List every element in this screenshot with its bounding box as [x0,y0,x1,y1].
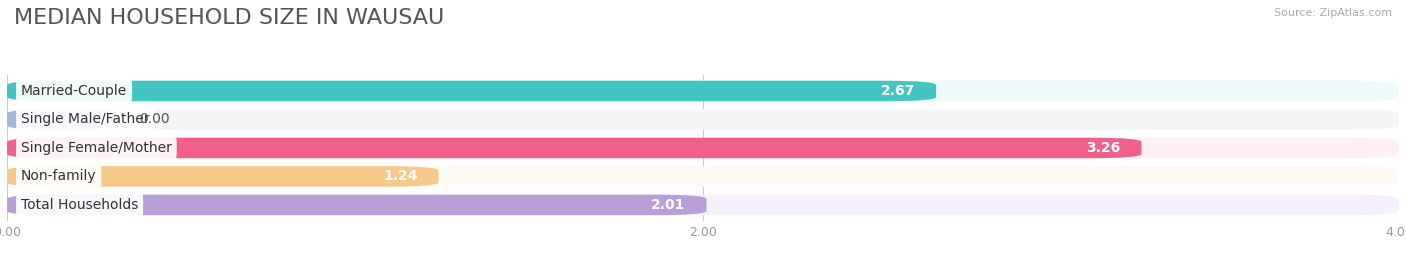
Text: MEDIAN HOUSEHOLD SIZE IN WAUSAU: MEDIAN HOUSEHOLD SIZE IN WAUSAU [14,8,444,28]
FancyBboxPatch shape [7,195,1399,215]
Text: Single Male/Father: Single Male/Father [21,112,149,126]
Text: 1.24: 1.24 [384,169,418,183]
FancyBboxPatch shape [7,195,706,215]
Text: 0.00: 0.00 [139,112,170,126]
FancyBboxPatch shape [7,138,1142,158]
FancyBboxPatch shape [7,109,1399,130]
FancyBboxPatch shape [7,109,118,130]
Text: 2.01: 2.01 [651,198,686,212]
FancyBboxPatch shape [7,81,936,101]
FancyBboxPatch shape [7,138,1399,158]
FancyBboxPatch shape [7,166,1399,187]
Text: Total Households: Total Households [21,198,138,212]
Text: Source: ZipAtlas.com: Source: ZipAtlas.com [1274,8,1392,18]
FancyBboxPatch shape [7,81,1399,101]
Text: 3.26: 3.26 [1087,141,1121,155]
Text: Non-family: Non-family [21,169,97,183]
Text: Married-Couple: Married-Couple [21,84,127,98]
FancyBboxPatch shape [7,166,439,187]
Text: 2.67: 2.67 [882,84,915,98]
Text: Single Female/Mother: Single Female/Mother [21,141,172,155]
